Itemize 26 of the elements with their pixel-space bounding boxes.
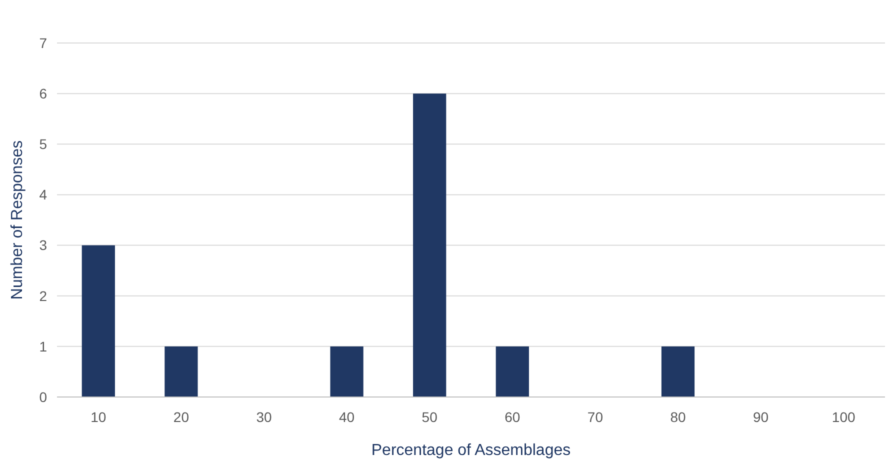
y-tick-label: 4 bbox=[39, 186, 48, 203]
bar bbox=[164, 346, 198, 397]
x-tick-label: 80 bbox=[670, 409, 686, 425]
x-tick-label: 70 bbox=[587, 409, 604, 425]
x-tick-label: 60 bbox=[504, 409, 520, 425]
x-tick-label: 20 bbox=[173, 409, 190, 425]
bar bbox=[330, 346, 364, 397]
x-tick-label: 40 bbox=[339, 409, 355, 425]
x-tick-label: 50 bbox=[422, 409, 438, 425]
x-tick-label: 30 bbox=[256, 409, 272, 425]
y-tick-label: 2 bbox=[39, 288, 48, 304]
y-tick-label: 7 bbox=[39, 34, 48, 51]
y-tick-label: 5 bbox=[39, 136, 48, 152]
x-tick-label: 90 bbox=[753, 409, 769, 425]
y-tick-label: 3 bbox=[39, 237, 48, 254]
y-tick-label: 1 bbox=[39, 338, 48, 354]
bar bbox=[661, 346, 695, 397]
y-axis-title: Number of Responses bbox=[9, 140, 26, 300]
x-tick-label: 10 bbox=[90, 409, 106, 425]
y-tick-label: 6 bbox=[39, 85, 48, 102]
bar bbox=[413, 94, 446, 397]
y-tick-label: 0 bbox=[39, 388, 48, 405]
bar bbox=[496, 346, 529, 397]
x-axis-title: Percentage of Assemblages bbox=[371, 442, 571, 459]
x-tick-label: 100 bbox=[832, 409, 856, 425]
bar bbox=[82, 245, 115, 397]
